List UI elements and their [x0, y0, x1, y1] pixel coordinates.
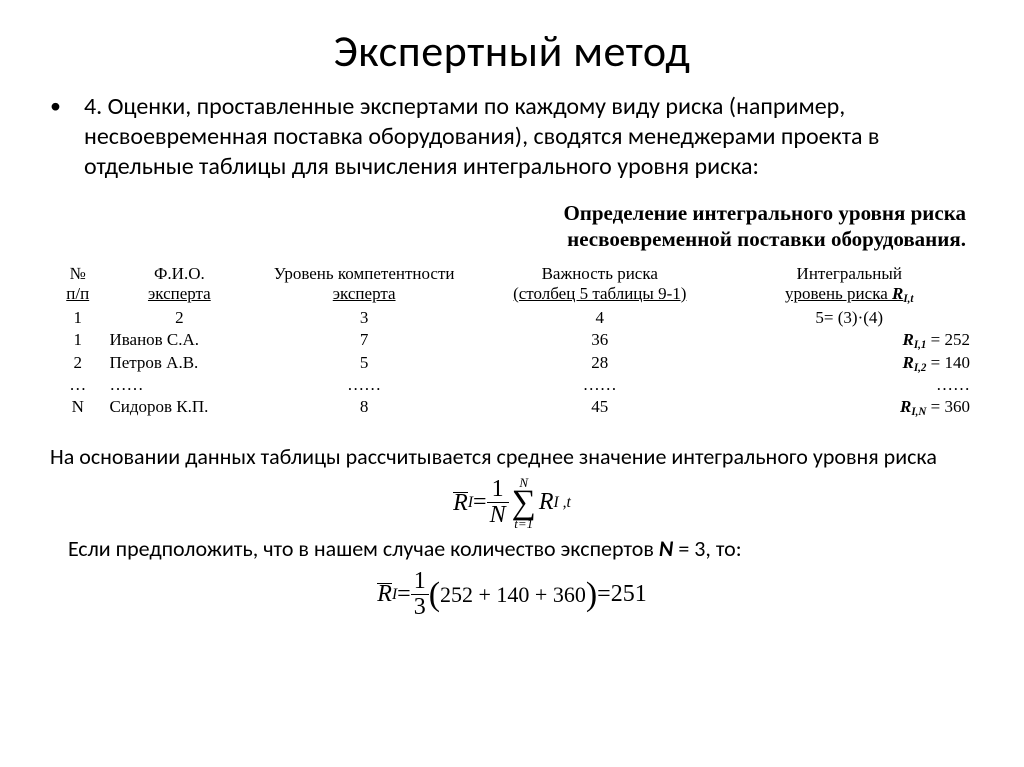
afternote2-N: N [659, 535, 673, 562]
f2-frac: 1 3 [411, 569, 429, 620]
colnum-3: 3 [253, 307, 475, 329]
formula-example: RI = 1 3 ( 252 + 140 + 360 ) = 251 [50, 569, 974, 620]
table-row: N Сидоров К.П. 8 45 RI,N = 360 [50, 396, 974, 419]
f1-sumbot: t=1 [514, 518, 533, 529]
r2-n: 2 [50, 352, 105, 375]
sum-icon: N ∑ t=1 [512, 477, 536, 530]
risk-table: № п/п Ф.И.О. эксперта Уровень компетентн… [50, 263, 974, 420]
table-subheading: Определение интегрального уровня риска н… [50, 200, 966, 253]
r2-res-eq: = 140 [926, 353, 970, 372]
dots-res: …… [724, 374, 974, 396]
afternote-2: Если предположить, что в нашем случае ко… [68, 535, 974, 563]
slide: Экспертный метод • 4. Оценки, проставлен… [0, 0, 1024, 634]
afternote-1: На основании данных таблицы рассчитывает… [50, 443, 974, 471]
f2-lparen: ( [429, 581, 440, 608]
colnum-1: 1 [50, 307, 105, 329]
hdr-res-sym: R [892, 284, 903, 303]
slide-title: Экспертный метод [50, 24, 974, 78]
dots-n: … [50, 374, 105, 396]
hdr-num: № п/п [50, 263, 105, 307]
rN-res-sub: I,N [911, 406, 926, 418]
bullet-item: • 4. Оценки, проставленные экспертами по… [50, 92, 974, 182]
hdr-imp-l1: Важность риска [542, 264, 658, 283]
table-row: 1 Иванов С.А. 7 36 RI,1 = 252 [50, 329, 974, 352]
r1-comp: 7 [253, 329, 475, 352]
f1-eq: = [473, 489, 487, 516]
hdr-comp-l2: эксперта [333, 284, 396, 303]
r2-res: RI,2 = 140 [724, 352, 974, 375]
f2-rparen: ) [586, 581, 597, 608]
colnum-5: 5= (3)·(4) [724, 307, 974, 329]
table-row-dots: … …… …… …… …… [50, 374, 974, 396]
hdr-num-l2: п/п [66, 284, 89, 303]
afternote2-post: = 3, то: [673, 535, 741, 562]
f2-eq2: = [597, 581, 611, 608]
table-colnum-row: 1 2 3 4 5= (3)·(4) [50, 307, 974, 329]
f1-termSub: I ,t [554, 494, 571, 512]
f2-eq: = [397, 581, 411, 608]
hdr-name-l1: Ф.И.О. [154, 264, 205, 283]
r1-res-eq: = 252 [926, 330, 970, 349]
f2-inside: 252 + 140 + 360 [440, 582, 586, 608]
subheading-line1: Определение интегрального уровня риска [563, 201, 966, 225]
r1-imp: 36 [475, 329, 724, 352]
hdr-res: Интегральный уровень риска RI,t [724, 263, 974, 307]
f2-one: 1 [414, 569, 426, 594]
hdr-res-l2: уровень риска RI,t [785, 284, 914, 303]
hdr-res-l1: Интегральный [797, 264, 902, 283]
r1-n: 1 [50, 329, 105, 352]
r2-res-sub: I,2 [914, 361, 927, 373]
colnum-4: 4 [475, 307, 724, 329]
bullet-marker: • [50, 92, 84, 120]
f2-Rbar: R [377, 583, 392, 606]
f2-den: 3 [411, 594, 429, 620]
colnum-2: 2 [105, 307, 253, 329]
subheading-line2: несвоевременной поставки оборудования. [567, 227, 966, 251]
dots-comp: …… [253, 374, 475, 396]
rN-comp: 8 [253, 396, 475, 419]
f2-result: 251 [611, 581, 647, 608]
hdr-res-sub: I,t [903, 293, 913, 305]
afternote2-pre: Если предположить, что в нашем случае ко… [68, 535, 659, 562]
r2-name: Петров А.В. [105, 352, 253, 375]
hdr-res-l2-pre: уровень риска [785, 284, 892, 303]
hdr-comp: Уровень компетентности эксперта [253, 263, 475, 307]
rN-res-eq: = 360 [926, 397, 970, 416]
hdr-name: Ф.И.О. эксперта [105, 263, 253, 307]
r2-imp: 28 [475, 352, 724, 375]
rN-n: N [50, 396, 105, 419]
f1-one: 1 [492, 477, 504, 502]
r2-res-sym: R [902, 353, 913, 372]
rN-res: RI,N = 360 [724, 396, 974, 419]
hdr-name-l2: эксперта [148, 284, 211, 303]
hdr-num-l1: № [70, 264, 86, 283]
dots-imp: …… [475, 374, 724, 396]
table-header-row: № п/п Ф.И.О. эксперта Уровень компетентн… [50, 263, 974, 307]
formula-mean: RI = 1 N N ∑ t=1 RI ,t [50, 477, 974, 530]
r1-name: Иванов С.А. [105, 329, 253, 352]
hdr-imp: Важность риска (столбец 5 таблицы 9-1) [475, 263, 724, 307]
table-row: 2 Петров А.В. 5 28 RI,2 = 140 [50, 352, 974, 375]
rN-name: Сидоров К.П. [105, 396, 253, 419]
r1-res-sub: I,1 [914, 339, 927, 351]
r1-res: RI,1 = 252 [724, 329, 974, 352]
hdr-comp-l1: Уровень компетентности [274, 264, 455, 283]
bullet-text: 4. Оценки, проставленные экспертами по к… [84, 92, 974, 182]
hdr-imp-l2: (столбец 5 таблицы 9-1) [513, 284, 686, 303]
f1-frac: 1 N [487, 477, 509, 528]
r1-res-sym: R [902, 330, 913, 349]
rN-res-sym: R [900, 397, 911, 416]
f1-Rbar: R [453, 492, 468, 515]
rN-imp: 45 [475, 396, 724, 419]
dots-name: …… [105, 374, 253, 396]
f1-termR: R [539, 489, 554, 516]
r2-comp: 5 [253, 352, 475, 375]
f1-N: N [487, 502, 509, 528]
